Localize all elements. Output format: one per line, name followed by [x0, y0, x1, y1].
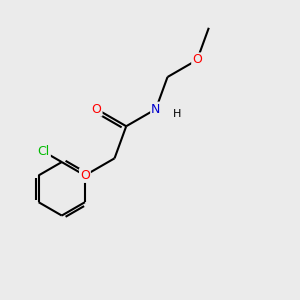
Text: O: O — [80, 169, 90, 182]
Text: Cl: Cl — [38, 145, 50, 158]
Text: O: O — [192, 53, 202, 66]
Text: O: O — [92, 103, 102, 116]
Text: H: H — [172, 109, 181, 118]
Text: N: N — [151, 103, 160, 116]
